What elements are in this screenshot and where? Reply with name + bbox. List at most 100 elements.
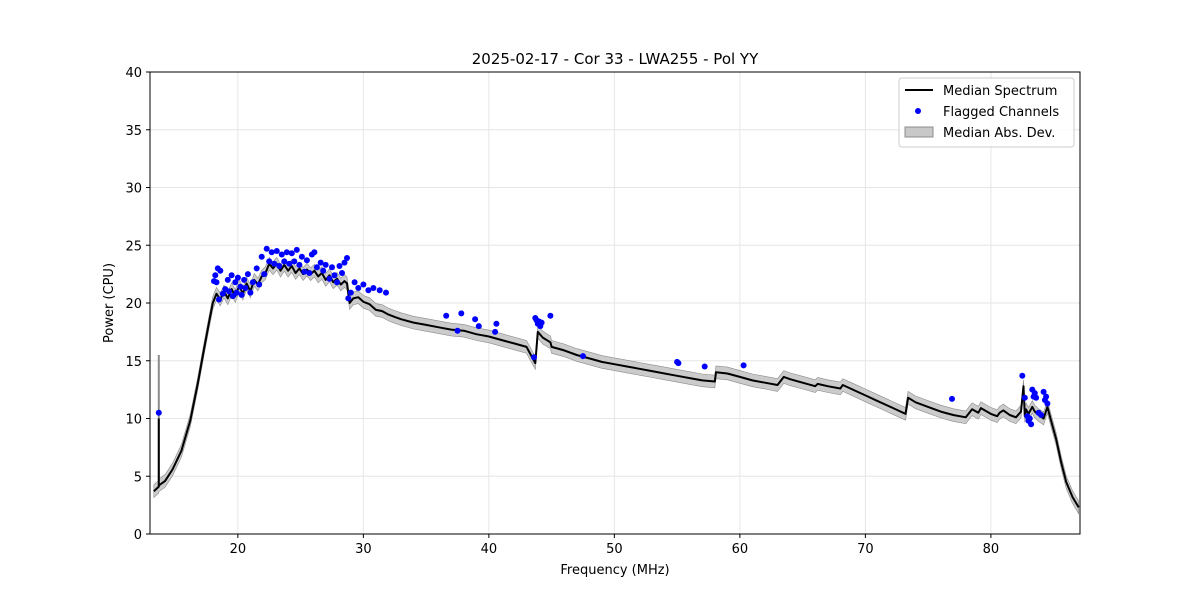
flagged-point [443, 312, 450, 319]
flagged-point [454, 327, 461, 334]
flagged-point [1033, 394, 1040, 401]
flagged-point [493, 320, 500, 327]
flagged-point [219, 290, 226, 297]
x-tick-label: 80 [983, 542, 1000, 557]
flagged-point [1040, 388, 1047, 395]
y-tick-label: 10 [125, 413, 142, 428]
x-tick-label: 40 [481, 542, 498, 557]
flagged-point [237, 283, 244, 290]
x-tick-label: 50 [606, 542, 623, 557]
flagged-point [317, 259, 324, 266]
flagged-point [296, 261, 303, 268]
legend-mad-swatch [904, 126, 934, 138]
flagged-point [306, 270, 313, 276]
flagged-point [244, 271, 251, 278]
flagged-point [281, 258, 288, 265]
flagged-point [242, 285, 249, 291]
flagged-point [355, 285, 362, 291]
flagged-point [286, 260, 293, 267]
flagged-point [232, 279, 239, 286]
flagged-point [291, 258, 298, 265]
plot-area [153, 245, 1080, 515]
flagged-point [547, 312, 554, 319]
y-tick-label: 30 [125, 182, 142, 197]
x-axis-ticks: 20 30 40 50 60 70 80 [230, 534, 1000, 557]
y-tick-label: 15 [125, 355, 142, 370]
flagged-point [949, 395, 955, 402]
flagged-point [301, 268, 308, 275]
x-tick-label: 60 [732, 542, 749, 557]
flagged-point [212, 272, 219, 279]
flagged-point [475, 323, 482, 330]
flagged-point [336, 263, 343, 269]
flagged-point [273, 248, 280, 254]
flagged-point [247, 289, 254, 296]
flagged-point [1044, 400, 1051, 407]
flagged-point [241, 276, 248, 283]
flagged-point [261, 271, 268, 278]
flagged-point [365, 287, 372, 294]
flagged-point [1043, 393, 1050, 400]
flagged-point [376, 287, 383, 294]
flagged-point [238, 291, 245, 298]
flagged-point [383, 289, 389, 296]
flagged-point [331, 272, 338, 279]
legend-median-label: Median Spectrum [943, 84, 1057, 99]
flagged-point [531, 354, 537, 361]
flagged-point [345, 295, 352, 302]
flagged-point [249, 279, 256, 286]
flagged-point [472, 316, 479, 323]
flagged-channels [155, 245, 1051, 428]
flagged-point [298, 253, 305, 260]
legend-flagged-swatch [915, 108, 921, 114]
flagged-point [334, 279, 340, 286]
flagged-point [492, 328, 499, 335]
flagged-point [675, 360, 682, 367]
flagged-point [283, 249, 290, 256]
y-tick-label: 25 [125, 239, 142, 254]
flagged-point [226, 288, 233, 295]
legend-box [898, 77, 1075, 148]
y-tick-label: 40 [125, 66, 142, 81]
flagged-point [458, 310, 465, 317]
flagged-point [326, 275, 333, 282]
x-tick-label: 20 [230, 542, 247, 557]
flagged-point [233, 289, 240, 296]
flagged-point [1026, 415, 1033, 422]
flagged-point [278, 251, 285, 258]
flagged-point [311, 249, 318, 256]
flagged-point [329, 264, 335, 271]
flagged-point [341, 259, 348, 266]
flagged-point [258, 253, 265, 260]
chart-title: 2025-02-17 - Cor 33 - LWA255 - Pol YY [472, 50, 759, 68]
x-tick-label: 70 [857, 542, 874, 557]
x-tick-label: 30 [355, 542, 372, 557]
legend-flagged-label: Flagged Channels [943, 105, 1059, 120]
flagged-point [351, 279, 358, 286]
flagged-point [234, 274, 241, 281]
flagged-point [213, 279, 220, 286]
flagged-point [580, 353, 586, 360]
legend: Median Spectrum Flagged Channels Median … [898, 77, 1075, 148]
flagged-point [322, 261, 329, 268]
y-tick-label: 0 [134, 528, 142, 543]
flagged-point [303, 257, 310, 264]
flagged-point [538, 319, 545, 326]
flagged-point [701, 363, 708, 370]
y-tick-label: 5 [134, 470, 142, 485]
flagged-point [155, 409, 162, 416]
flagged-point [268, 249, 275, 256]
flagged-point [1021, 394, 1028, 401]
legend-mad-label: Median Abs. Dev. [943, 126, 1055, 141]
y-axis-label: Power (CPU) [102, 263, 117, 343]
flagged-point [266, 258, 273, 265]
flagged-point [263, 245, 270, 252]
flagged-point [1019, 372, 1026, 379]
y-tick-label: 35 [125, 124, 142, 139]
flagged-point [347, 289, 354, 296]
flagged-point [224, 276, 231, 283]
y-axis-ticks: 0 5 10 15 20 25 30 35 40 [125, 66, 150, 543]
flagged-point [253, 265, 260, 272]
flagged-point [271, 260, 278, 267]
